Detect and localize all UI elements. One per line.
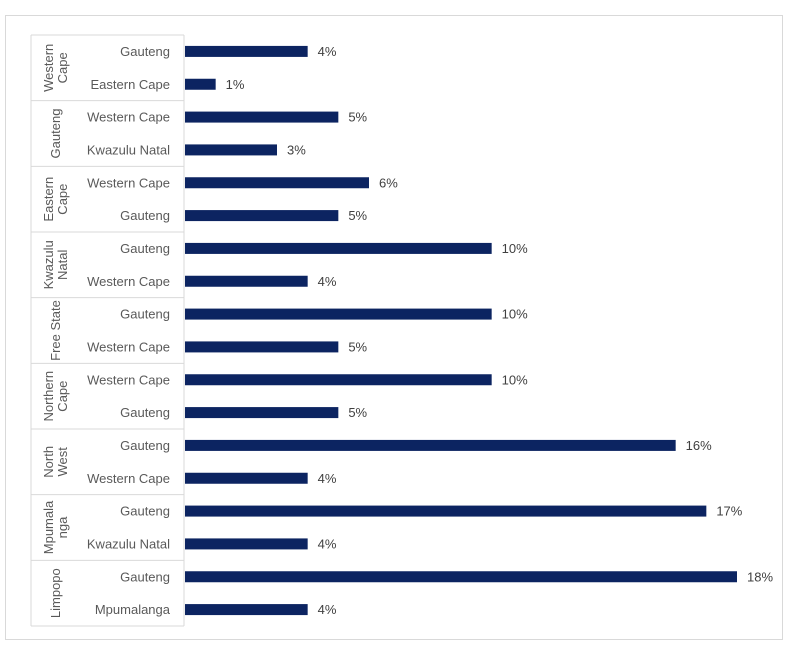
- group-label-line: North: [41, 446, 56, 478]
- bar: [185, 111, 339, 123]
- data-label: 10%: [502, 307, 528, 322]
- group-label-1: Gauteng: [48, 109, 63, 159]
- data-label: 10%: [502, 241, 528, 256]
- bar: [185, 604, 308, 616]
- bar: [185, 571, 737, 583]
- group-label-4: Free State: [48, 300, 63, 361]
- group-label-line: Eastern: [41, 177, 56, 222]
- bar: [185, 505, 707, 517]
- category-label: Western Cape: [87, 110, 170, 125]
- group-label-6: NorthWest: [41, 446, 70, 478]
- chart-frame: [5, 15, 783, 640]
- bar: [185, 177, 369, 189]
- category-label: Gauteng: [120, 438, 170, 453]
- data-label: 3%: [287, 142, 306, 157]
- group-label-line: Gauteng: [48, 109, 63, 159]
- data-label: 5%: [348, 405, 367, 420]
- group-label-8: Limpopo: [48, 568, 63, 618]
- bar: [185, 538, 308, 550]
- group-label-line: West: [55, 447, 70, 477]
- data-label: 4%: [318, 274, 337, 289]
- group-label-7: Mpumalanga: [41, 500, 70, 554]
- data-label: 4%: [318, 471, 337, 486]
- bar: [185, 275, 308, 287]
- group-label-line: Free State: [48, 300, 63, 361]
- data-label: 17%: [716, 504, 742, 519]
- data-label: 10%: [502, 372, 528, 387]
- group-label-line: Kwazulu: [41, 240, 56, 289]
- group-label-line: nga: [55, 516, 70, 538]
- category-label: Gauteng: [120, 405, 170, 420]
- category-label: Kwazulu Natal: [87, 142, 170, 157]
- bar: [185, 210, 339, 222]
- data-label: 5%: [348, 208, 367, 223]
- data-label: 18%: [747, 569, 773, 584]
- category-label: Gauteng: [120, 307, 170, 322]
- category-label: Western Cape: [87, 372, 170, 387]
- category-label: Western Cape: [87, 471, 170, 486]
- group-label-line: Natal: [55, 250, 70, 280]
- category-label: Gauteng: [120, 504, 170, 519]
- group-label-5: NorthernCape: [41, 371, 70, 422]
- group-label-line: Mpumala: [41, 500, 56, 554]
- data-label: 5%: [348, 110, 367, 125]
- category-label: Gauteng: [120, 44, 170, 59]
- bar: [185, 78, 216, 90]
- group-label-line: Cape: [55, 381, 70, 412]
- category-label: Western Cape: [87, 175, 170, 190]
- bar: [185, 341, 339, 353]
- bar: [185, 242, 492, 254]
- bar: [185, 374, 492, 386]
- data-label: 4%: [318, 536, 337, 551]
- category-label: Kwazulu Natal: [87, 536, 170, 551]
- data-label: 5%: [348, 339, 367, 354]
- group-label-line: Western: [41, 44, 56, 92]
- bar: [185, 407, 339, 419]
- group-label-line: Limpopo: [48, 568, 63, 618]
- group-label-2: EasternCape: [41, 177, 70, 222]
- group-label-line: Cape: [55, 52, 70, 83]
- data-label: 1%: [226, 77, 245, 92]
- group-label-0: WesternCape: [41, 44, 70, 92]
- data-label: 16%: [686, 438, 712, 453]
- data-label: 4%: [318, 602, 337, 617]
- category-label: Gauteng: [120, 569, 170, 584]
- data-label: 6%: [379, 175, 398, 190]
- group-label-line: Northern: [41, 371, 56, 422]
- data-label: 4%: [318, 44, 337, 59]
- category-label: Eastern Cape: [91, 77, 171, 92]
- bar: [185, 308, 492, 320]
- category-label: Gauteng: [120, 241, 170, 256]
- group-label-3: KwazuluNatal: [41, 240, 70, 289]
- category-label: Western Cape: [87, 274, 170, 289]
- bar: [185, 144, 277, 156]
- bar: [185, 439, 676, 451]
- group-label-line: Cape: [55, 184, 70, 215]
- category-label: Gauteng: [120, 208, 170, 223]
- bar: [185, 45, 308, 57]
- category-label: Western Cape: [87, 339, 170, 354]
- bar: [185, 472, 308, 484]
- category-label: Mpumalanga: [95, 602, 171, 617]
